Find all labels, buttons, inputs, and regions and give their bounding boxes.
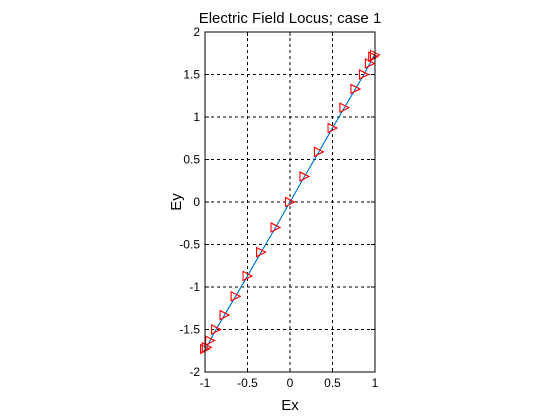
locus-point-marker: [285, 196, 296, 208]
x-axis-label: Ex: [281, 397, 299, 414]
x-tick-label: -0.5: [237, 376, 258, 390]
y-axis-label: Ey: [168, 193, 185, 211]
locus-point-marker: [219, 309, 231, 321]
locus-point-marker: [270, 222, 282, 233]
locus-point-marker: [211, 324, 222, 335]
locus-point-marker: [364, 58, 376, 69]
locus-point-marker: [350, 83, 362, 95]
y-tick-label: -0.5: [179, 238, 200, 252]
locus-point-marker: [242, 270, 254, 282]
x-tick-label: 0: [287, 376, 294, 390]
y-tick-label: 1: [193, 110, 200, 124]
y-tick-label: -1: [189, 280, 200, 294]
y-tick-label: 1.5: [183, 68, 200, 82]
y-tick-label: 0.5: [183, 153, 200, 167]
locus-point-marker: [327, 122, 339, 134]
locus-point-marker: [368, 51, 379, 62]
axis-ticks: -1 -0.5 0 0.5 1 -2 -1.5 -1 -0.5 0 0.5 1 1.5 2: [179, 25, 378, 390]
x-tick-label: -1: [200, 376, 211, 390]
y-tick-label: 0: [193, 195, 200, 209]
y-tick-label: -1.5: [179, 323, 200, 337]
locus-point-marker: [230, 291, 242, 302]
locus-point-marker: [201, 342, 213, 353]
x-tick-label: 1: [372, 376, 379, 390]
locus-point-marker: [358, 69, 370, 80]
locus-point-marker: [299, 171, 311, 182]
y-tick-label: 2: [193, 25, 200, 39]
locus-point-marker: [205, 335, 216, 346]
locus-point-marker: [313, 146, 325, 158]
y-tick-label: -2: [189, 365, 200, 379]
x-tick-label: 0.5: [324, 376, 341, 390]
locus-point-marker: [256, 246, 267, 258]
chart-title: Electric Field Locus; case 1: [199, 10, 382, 27]
locus-point-marker: [339, 102, 351, 113]
